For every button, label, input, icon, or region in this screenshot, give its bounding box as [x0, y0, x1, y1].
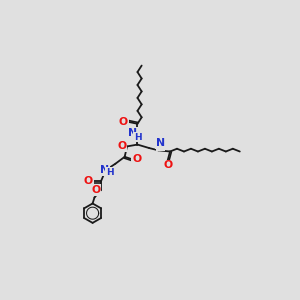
- Text: O: O: [91, 185, 101, 195]
- Text: O: O: [119, 117, 128, 127]
- Text: H: H: [156, 142, 164, 151]
- Text: O: O: [84, 176, 93, 186]
- Text: O: O: [117, 141, 127, 152]
- Text: O: O: [163, 160, 172, 170]
- Text: H: H: [106, 168, 114, 177]
- Text: O: O: [132, 154, 141, 164]
- Text: N: N: [100, 165, 109, 175]
- Text: H: H: [134, 133, 142, 142]
- Text: N: N: [156, 138, 165, 148]
- Text: N: N: [128, 128, 137, 138]
